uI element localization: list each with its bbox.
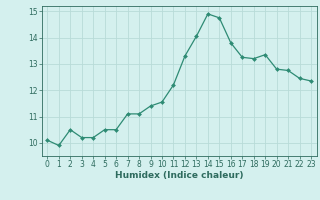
X-axis label: Humidex (Indice chaleur): Humidex (Indice chaleur) (115, 171, 244, 180)
